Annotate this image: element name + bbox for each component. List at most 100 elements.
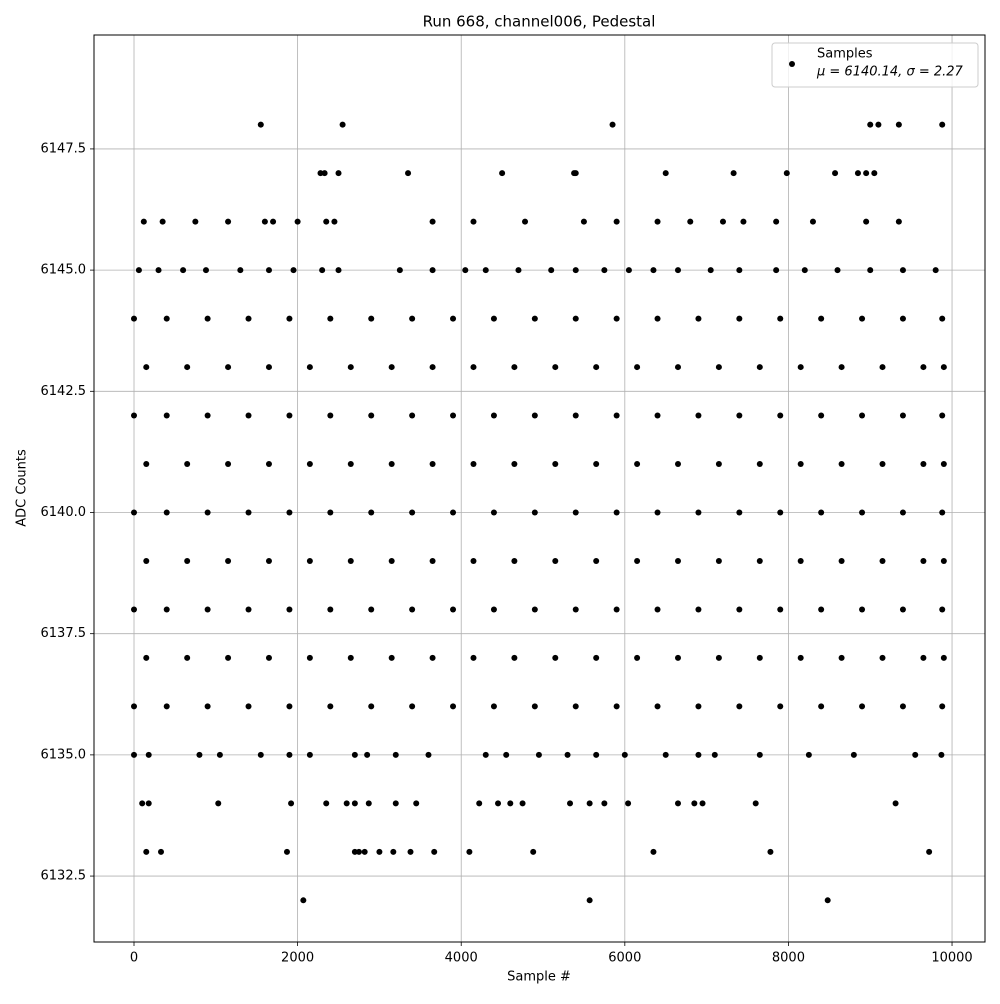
- data-point: [131, 606, 138, 613]
- data-point: [552, 557, 559, 564]
- data-point: [409, 606, 416, 613]
- data-point: [552, 461, 559, 468]
- data-point: [204, 509, 211, 516]
- data-point: [476, 800, 483, 807]
- data-point: [797, 364, 804, 371]
- data-point: [899, 412, 906, 419]
- data-point: [257, 121, 264, 128]
- data-point: [495, 800, 502, 807]
- data-point: [552, 364, 559, 371]
- data-point: [364, 751, 371, 758]
- data-point: [899, 703, 906, 710]
- data-point: [650, 848, 657, 855]
- y-tick-label: 6140.0: [41, 505, 87, 520]
- data-point: [265, 461, 272, 468]
- x-tick-label: 10000: [931, 951, 972, 966]
- data-point: [691, 800, 698, 807]
- data-point: [306, 654, 313, 661]
- data-point: [695, 703, 702, 710]
- data-point: [736, 412, 743, 419]
- data-point: [940, 557, 947, 564]
- data-point: [752, 800, 759, 807]
- data-point: [715, 654, 722, 661]
- data-point: [245, 412, 252, 419]
- data-point: [490, 606, 497, 613]
- data-point: [413, 800, 420, 807]
- data-point: [777, 412, 784, 419]
- data-point: [157, 848, 164, 855]
- data-point: [184, 461, 191, 468]
- data-point: [674, 654, 681, 661]
- y-tick-label: 6142.5: [41, 384, 87, 399]
- data-point: [871, 170, 878, 177]
- data-point: [777, 509, 784, 516]
- data-point: [730, 170, 737, 177]
- data-point: [875, 121, 882, 128]
- data-point: [361, 848, 368, 855]
- data-point: [290, 267, 297, 274]
- data-point: [499, 170, 506, 177]
- legend-label: Samples: [817, 47, 873, 62]
- data-point: [431, 848, 438, 855]
- data-point: [797, 557, 804, 564]
- data-point: [143, 848, 150, 855]
- data-point: [719, 218, 726, 225]
- data-point: [736, 703, 743, 710]
- data-point: [756, 461, 763, 468]
- data-point: [572, 267, 579, 274]
- data-point: [196, 751, 203, 758]
- data-point: [613, 412, 620, 419]
- data-point: [621, 751, 628, 758]
- data-point: [450, 315, 457, 322]
- data-point: [809, 218, 816, 225]
- data-point: [237, 267, 244, 274]
- data-point: [257, 751, 264, 758]
- data-point: [306, 461, 313, 468]
- data-point: [323, 218, 330, 225]
- data-point: [184, 364, 191, 371]
- data-point: [511, 557, 518, 564]
- data-point: [773, 218, 780, 225]
- data-point: [863, 218, 870, 225]
- data-point: [895, 121, 902, 128]
- data-point: [425, 751, 432, 758]
- data-point: [429, 364, 436, 371]
- data-point: [482, 751, 489, 758]
- data-point: [756, 654, 763, 661]
- data-point: [503, 751, 510, 758]
- data-point: [184, 654, 191, 661]
- data-point: [920, 364, 927, 371]
- data-point: [283, 848, 290, 855]
- data-point: [327, 703, 334, 710]
- data-point: [470, 557, 477, 564]
- data-point: [838, 461, 845, 468]
- data-point: [625, 267, 632, 274]
- legend-marker: [789, 61, 795, 67]
- data-point: [462, 267, 469, 274]
- data-point: [572, 170, 579, 177]
- data-point: [131, 315, 138, 322]
- data-point: [695, 315, 702, 322]
- data-point: [613, 703, 620, 710]
- data-point: [323, 800, 330, 807]
- data-point: [429, 461, 436, 468]
- data-point: [601, 267, 608, 274]
- data-point: [368, 606, 375, 613]
- data-point: [818, 315, 825, 322]
- data-point: [261, 218, 268, 225]
- data-point: [511, 654, 518, 661]
- data-point: [838, 364, 845, 371]
- data-point: [531, 315, 538, 322]
- data-point: [335, 267, 342, 274]
- data-point: [143, 364, 150, 371]
- data-point: [511, 364, 518, 371]
- data-point: [940, 461, 947, 468]
- data-point: [204, 703, 211, 710]
- data-point: [859, 509, 866, 516]
- data-point: [331, 218, 338, 225]
- data-point: [838, 557, 845, 564]
- data-point: [131, 751, 138, 758]
- data-point: [490, 315, 497, 322]
- data-point: [736, 267, 743, 274]
- data-point: [859, 412, 866, 419]
